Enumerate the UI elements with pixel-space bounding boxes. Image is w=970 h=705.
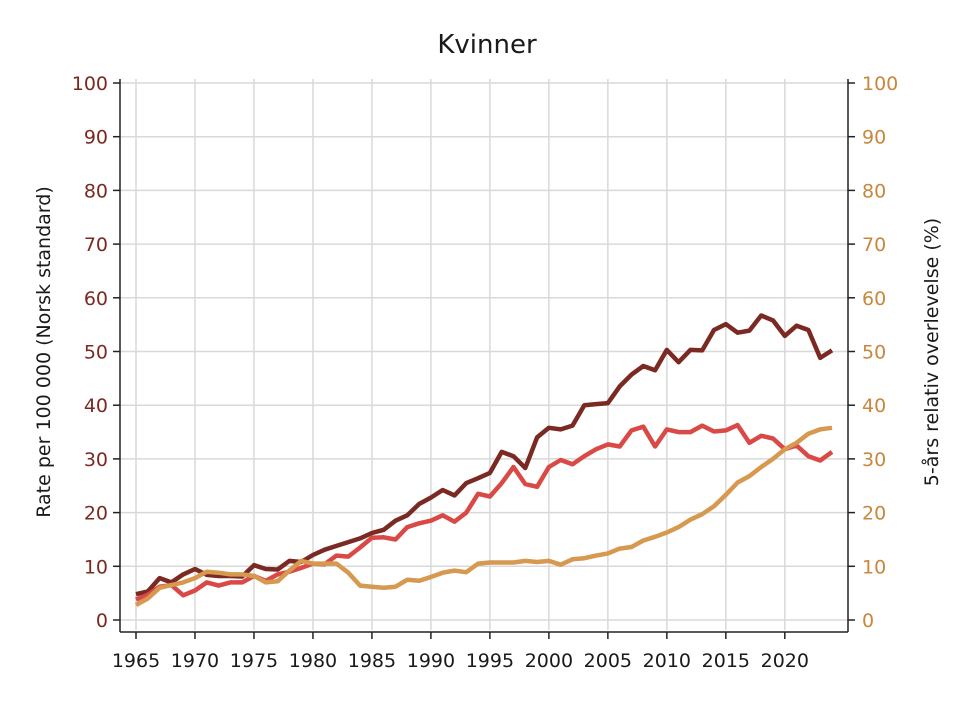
y-left-tick-label: 20 [84,503,108,525]
x-tick-label: 1975 [230,650,278,672]
x-tick-label: 1990 [407,650,455,672]
y-left-tick-label: 60 [84,288,108,310]
y-right-tick-label: 30 [862,449,886,471]
gridlines [120,79,848,630]
y-right-tick-label: 40 [862,395,886,417]
series-group [134,313,834,607]
y-right-tick-label: 0 [862,610,874,632]
x-tick-label: 1995 [466,650,514,672]
y-right-tick-label: 80 [862,180,886,202]
y-right-tick-label: 20 [862,503,886,525]
y-left-tick-label: 90 [84,127,108,149]
y-left-tick-label: 50 [84,342,108,364]
y-left-tick-label: 100 [72,73,108,95]
y-right-tick-label: 10 [862,556,886,578]
x-tick-label: 2000 [525,650,573,672]
x-tick-label: 1980 [289,650,337,672]
y-left-tick-label: 80 [84,180,108,202]
y-right-tick-label: 60 [862,288,886,310]
y-left-tick-label: 0 [96,610,108,632]
y-axis-left-label: Rate per 100 000 (Norsk standard) [33,186,55,518]
x-tick-label: 2020 [761,650,809,672]
x-tick-label: 2005 [584,650,632,672]
series-line-3 [134,425,833,607]
y-axis-right-label: 5-års relativ overlevelse (%) [920,218,943,486]
y-left-tick-label: 70 [84,234,108,256]
chart-title: Kvinner [437,30,537,60]
y-left-tick-label: 10 [84,556,108,578]
x-tick-label: 2015 [702,650,750,672]
y-left-tick-label: 30 [84,449,108,471]
x-tick-label: 1970 [171,650,219,672]
y-right-tick-label: 50 [862,342,886,364]
y-right-tick-label: 90 [862,127,886,149]
y-left-tick-label: 40 [84,395,108,417]
series-line-1 [135,313,834,597]
axes: 0 10 20 30 40 50 60 70 80 90 100 0 10 20 30 40 50 60 70 80 9… [72,73,899,672]
y-right-tick-label: 100 [862,73,898,95]
x-tick-label: 1965 [112,650,160,672]
y-right-tick-label: 70 [862,234,886,256]
x-tick-label: 1985 [348,650,396,672]
x-tick-label: 2010 [643,650,691,672]
